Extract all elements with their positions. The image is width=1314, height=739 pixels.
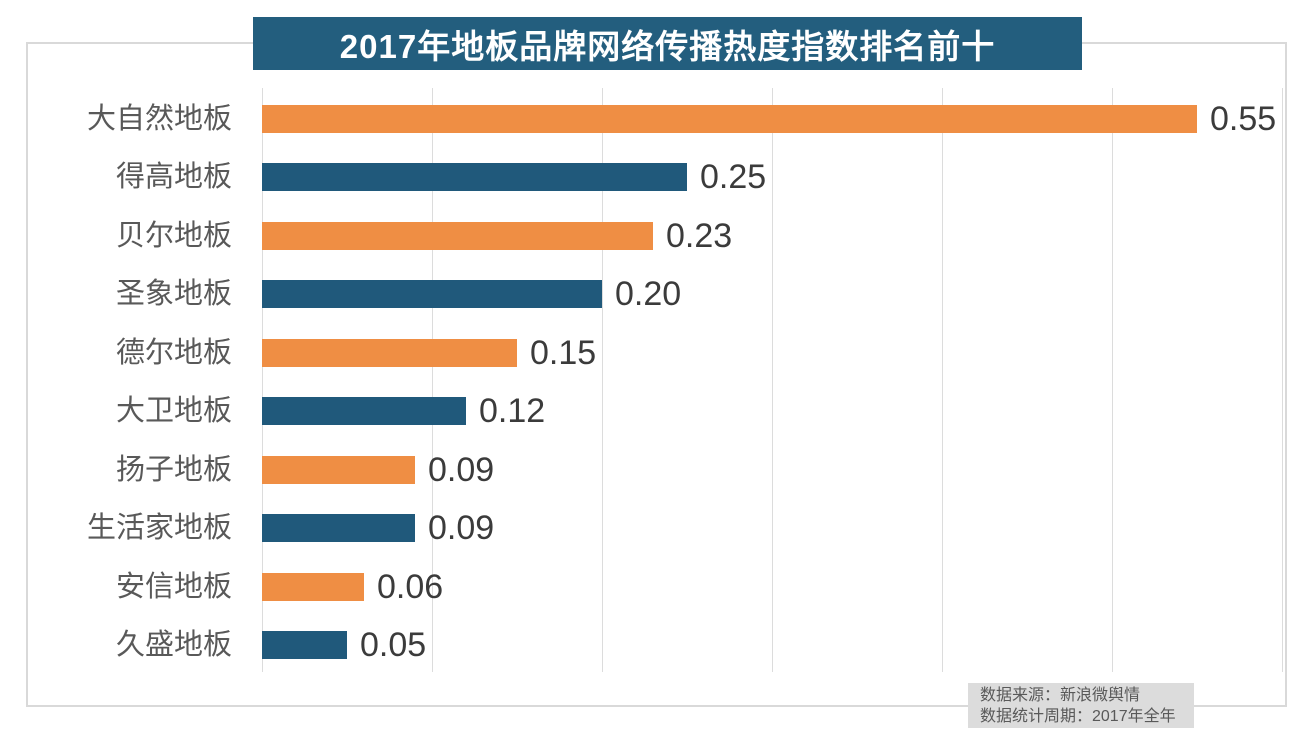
bar (262, 514, 415, 542)
category-label: 大自然地板 (86, 102, 232, 135)
source-line-2: 数据统计周期：2017年全年 (980, 708, 1176, 725)
gridline-0.6 (1282, 88, 1283, 672)
value-label: 0.20 (615, 275, 682, 313)
value-label: 0.25 (700, 158, 767, 196)
chart-title: 2017年地板品牌网络传播热度指数排名前十 (253, 17, 1082, 70)
category-label: 圣象地板 (115, 278, 232, 310)
category-label: 贝尔地板 (115, 219, 232, 252)
value-label: 0.12 (479, 392, 546, 430)
bar (262, 280, 602, 308)
source-line-1: 数据来源：新浪微舆情 (980, 687, 1141, 704)
category-label: 扬子地板 (115, 453, 232, 486)
bar (262, 455, 415, 484)
value-label: 0.05 (360, 626, 427, 664)
category-label: 德尔地板 (115, 336, 232, 369)
value-label: 0.55 (1210, 99, 1277, 138)
gridline-0.4 (942, 88, 943, 672)
category-label: 久盛地板 (115, 629, 232, 661)
value-label: 0.09 (428, 450, 495, 489)
bar (262, 104, 1197, 133)
value-label: 0.06 (377, 567, 444, 606)
plot-area (262, 88, 1283, 672)
gridline-0.5 (1112, 88, 1113, 672)
bar (262, 163, 687, 191)
value-label: 0.09 (428, 509, 495, 547)
value-label: 0.15 (530, 333, 597, 372)
bar (262, 631, 347, 659)
category-label: 安信地板 (115, 570, 232, 603)
bar (262, 572, 364, 601)
value-label: 0.23 (666, 216, 733, 255)
bar (262, 221, 653, 250)
bar (262, 397, 466, 425)
category-label: 生活家地板 (86, 512, 232, 544)
source-note: 数据来源：新浪微舆情 数据统计周期：2017年全年 (968, 683, 1194, 728)
bar (262, 338, 517, 367)
gridline-0.1 (432, 88, 433, 672)
category-label: 得高地板 (115, 161, 232, 193)
gridline-0.2 (602, 88, 603, 672)
category-label: 大卫地板 (115, 395, 232, 427)
gridline-0.0 (262, 88, 263, 672)
gridline-0.3 (772, 88, 773, 672)
